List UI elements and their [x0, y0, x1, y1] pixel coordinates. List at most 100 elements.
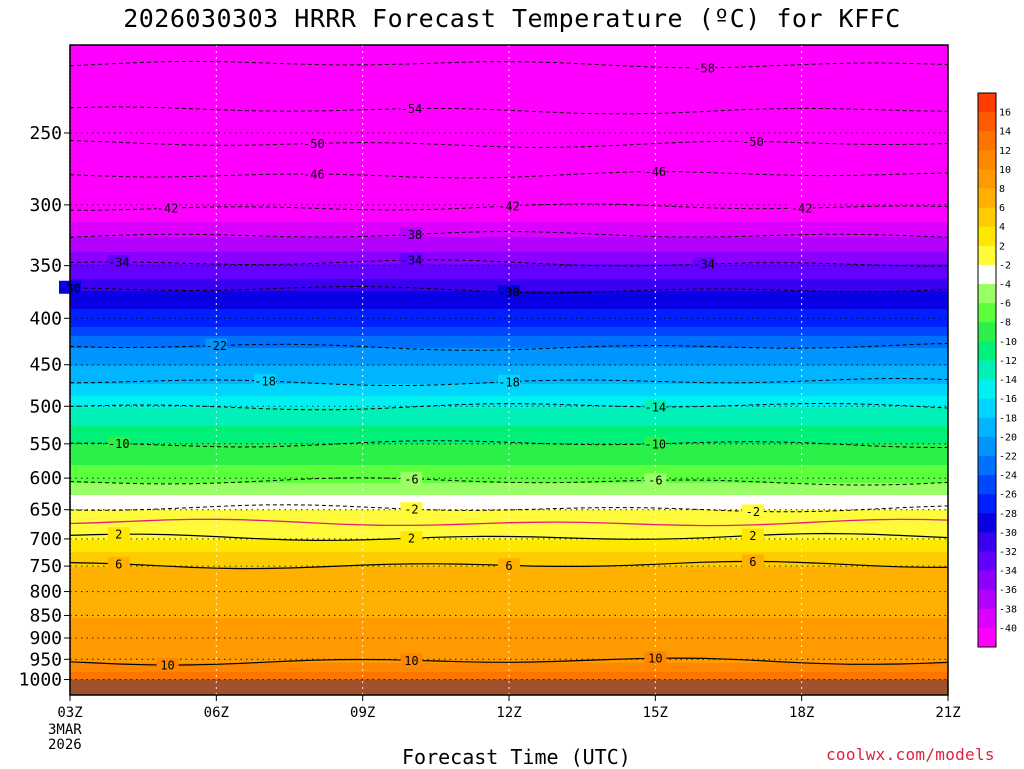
isotherm-label-bg [498, 374, 520, 388]
colorbar-swatch [978, 264, 996, 285]
isotherm-label-bg [498, 285, 520, 299]
colorbar-tick-label: -28 [999, 509, 1017, 520]
isotherm-line [69, 657, 949, 666]
colorbar-swatch [978, 226, 996, 247]
colorbar-swatch [978, 169, 996, 189]
colorbar-tick-label: -24 [999, 471, 1017, 482]
isotherm-label: -50 [303, 137, 325, 151]
isotherm-label: -42 [157, 202, 179, 216]
x-tick-label: 03Z [57, 705, 82, 721]
isotherm-label-bg [107, 254, 130, 268]
isotherm-label-bg [644, 399, 667, 413]
isotherm-label: 2 [115, 528, 122, 542]
isotherm-label-bg [400, 101, 423, 115]
colorbar-swatch [978, 284, 996, 304]
y-tick-label: 750 [29, 556, 62, 577]
isotherm-label: -54 [401, 102, 423, 116]
colorbar-swatch [978, 455, 996, 476]
isotherm-label: -50 [742, 135, 764, 149]
y-tick-label: 650 [29, 500, 62, 521]
colorbar-swatch [978, 398, 996, 419]
isotherm-label: -2 [404, 503, 418, 517]
temperature-band [70, 336, 948, 349]
colorbar-tick-label: -18 [999, 413, 1017, 424]
colorbar-swatch [978, 188, 996, 209]
isotherm-label-bg [498, 199, 520, 213]
colorbar-swatch [978, 379, 996, 400]
isotherm-label: -14 [644, 400, 666, 414]
isotherm-label-bg [693, 257, 716, 271]
colorbar-tick-label: -16 [999, 394, 1017, 405]
x-axis-ticks: 03Z 06Z 09Z 12Z 15Z 18Z 21Z [57, 695, 961, 721]
colorbar-tick-label: -6 [999, 299, 1011, 310]
date-label-day: 3MAR [48, 722, 82, 738]
colorbar-swatch [978, 532, 996, 552]
isotherm-label-bg [302, 136, 325, 150]
colorbar-swatch [978, 436, 996, 457]
isotherm-label-bg [107, 436, 130, 450]
y-tick-label: 350 [29, 256, 62, 277]
colorbar-tick-label: -20 [999, 432, 1017, 443]
x-tick-label: 12Z [496, 705, 521, 721]
colorbar-swatch [978, 589, 996, 610]
colorbar-tick-label: -12 [999, 356, 1017, 367]
isotherm-label: -38 [401, 228, 423, 242]
temperature-band [70, 309, 948, 328]
y-tick-label: 950 [29, 649, 62, 670]
temperature-band [70, 540, 948, 553]
isotherm-label-bg [693, 60, 716, 74]
temperature-band [70, 327, 948, 337]
isotherm-label-bg [254, 374, 277, 388]
isotherm-label-bg [400, 531, 423, 545]
isotherm-label: 6 [505, 559, 512, 573]
isotherm-label: -58 [693, 61, 715, 75]
temperature-band [70, 465, 948, 484]
colorbar-border [977, 92, 997, 648]
x-tick-label: 06Z [204, 705, 229, 721]
isotherm-label: -30 [498, 286, 520, 300]
isotherm-label-bg [741, 134, 764, 148]
colorbar-swatch [978, 608, 996, 629]
isotherm-line [69, 518, 949, 527]
y-tick-label: 450 [29, 355, 62, 376]
y-tick-label: 250 [29, 123, 62, 144]
isotherm-label-bg [741, 554, 764, 568]
temperature-band [70, 264, 948, 280]
isotherm-label-bg [156, 658, 179, 672]
colorbar-tick-label: -8 [999, 318, 1011, 329]
isotherm-label-bg [498, 558, 520, 572]
colorbar-tick-label: -10 [999, 337, 1017, 348]
isotherm-label: -42 [498, 200, 520, 214]
isotherm-label: 2 [749, 529, 756, 543]
colorbar-tick-label: 4 [999, 222, 1005, 233]
isotherm-label: -10 [644, 437, 666, 451]
isotherm-label: -46 [644, 165, 666, 179]
colorbar-swatch [978, 494, 996, 514]
date-label-year: 2026 [48, 737, 82, 753]
x-tick-label: 09Z [350, 705, 375, 721]
isotherm-label: -22 [205, 339, 227, 353]
colorbar-swatch [978, 93, 996, 113]
y-tick-label: 500 [29, 396, 62, 417]
colorbar-tick-label: -34 [999, 566, 1017, 577]
isotherm-line [70, 440, 949, 448]
colorbar-tick-label: -2 [999, 260, 1011, 271]
credit-link[interactable]: coolwx.com/models [826, 745, 995, 764]
isotherm-label-bg [741, 528, 764, 542]
y-tick-label: 300 [29, 195, 62, 216]
isotherm-label: -42 [791, 202, 813, 216]
isotherm-label: -34 [108, 255, 130, 269]
y-tick-label: 800 [29, 582, 62, 603]
colorbar-tick-label: -22 [999, 451, 1017, 462]
isotherm-label: 10 [160, 659, 174, 673]
colorbar-tick-label: 12 [999, 146, 1011, 157]
colorbar-tick-label: 14 [999, 127, 1011, 138]
isotherm-line [69, 342, 949, 351]
isotherm-label-bg [400, 653, 423, 667]
colorbar-swatch [978, 360, 996, 380]
colorbar-swatch [978, 322, 996, 342]
y-tick-label: 400 [29, 308, 62, 329]
isotherm-label: -18 [498, 375, 520, 389]
colorbar-swatch [978, 570, 996, 591]
isotherm-label-bg [741, 504, 764, 518]
